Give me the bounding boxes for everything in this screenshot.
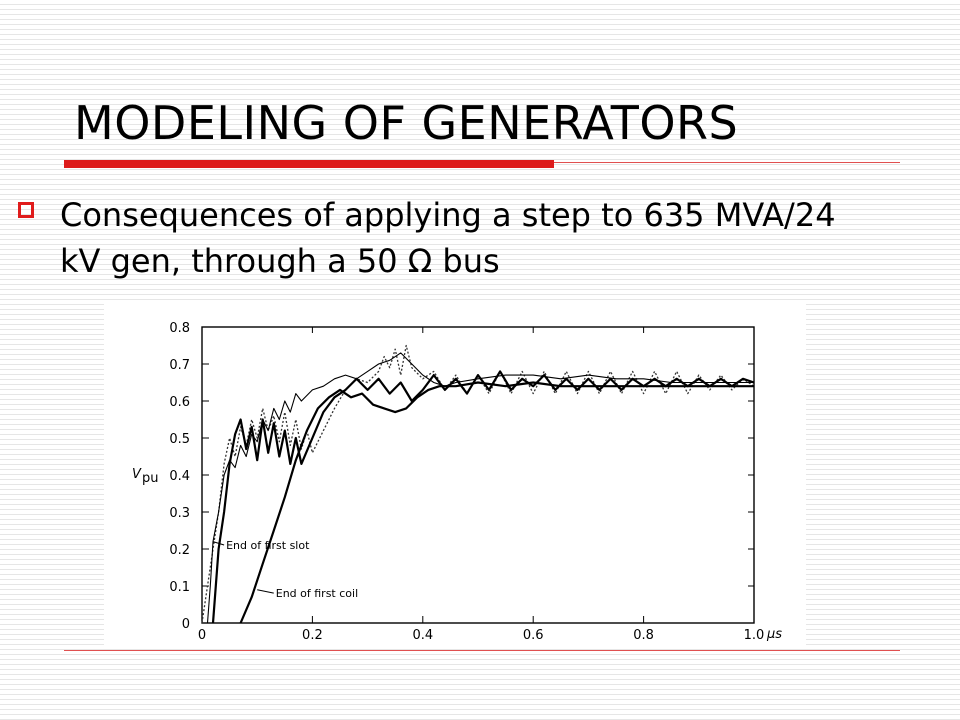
y-tick-label: 0.8 [169, 321, 190, 336]
y-axis: 0 0.1 0.2 0.3 0.4 0.5 0.6 0.7 0.8 [169, 321, 754, 632]
series-line-2 [206, 352, 754, 624]
x-axis: 0 0.2 0.4 0.6 0.8 1.0 [198, 327, 764, 643]
annotation-label: End of first coil [276, 587, 358, 600]
y-tick-label: 0.4 [169, 469, 190, 484]
plot-frame [201, 326, 755, 624]
bottom-rule [64, 650, 900, 651]
y-axis-label-subscript: pu [142, 471, 159, 486]
x-tick-label: 0.6 [523, 628, 544, 643]
bullet-text: Consequences of applying a step to 635 M… [60, 196, 836, 280]
annotation-label: End of first slot [226, 539, 310, 552]
title-rule-accent [64, 160, 554, 168]
x-tick-label: 0.4 [412, 628, 433, 643]
annotation-leader [257, 589, 274, 594]
annotation-leader [212, 541, 225, 546]
x-tick-label: 1.0 [744, 628, 765, 643]
y-tick-label: 0.5 [169, 432, 190, 447]
series-line-3 [211, 370, 755, 624]
x-axis-unit: µs [766, 627, 782, 642]
y-tick-label: 0.3 [169, 506, 190, 521]
y-tick-label: 0 [182, 617, 190, 632]
series-line-4 [239, 381, 754, 624]
y-tick-label: 0.1 [169, 580, 190, 595]
hollow-square-icon [18, 202, 34, 218]
x-tick-label: 0.2 [302, 628, 323, 643]
y-tick-label: 0.2 [169, 543, 190, 558]
slide-title: MODELING OF GENERATORS [74, 96, 739, 150]
y-axis-label: V pu [132, 467, 159, 486]
x-tick-label: 0.8 [633, 628, 654, 643]
chart: 0 0.1 0.2 0.3 0.4 0.5 0.6 0.7 0.8 0 0.2 0.4 0.6 0.8 1… [104, 302, 806, 648]
y-tick-label: 0.7 [169, 358, 190, 373]
annotations: End of first slot End of first coil [212, 539, 358, 600]
chart-svg: 0 0.1 0.2 0.3 0.4 0.5 0.6 0.7 0.8 0 0.2 0.4 0.6 0.8 1… [132, 321, 782, 643]
y-tick-label: 0.6 [169, 395, 190, 410]
y-axis-label-main: V [132, 467, 142, 482]
series-layer [201, 344, 755, 624]
x-tick-label: 0 [198, 628, 206, 643]
